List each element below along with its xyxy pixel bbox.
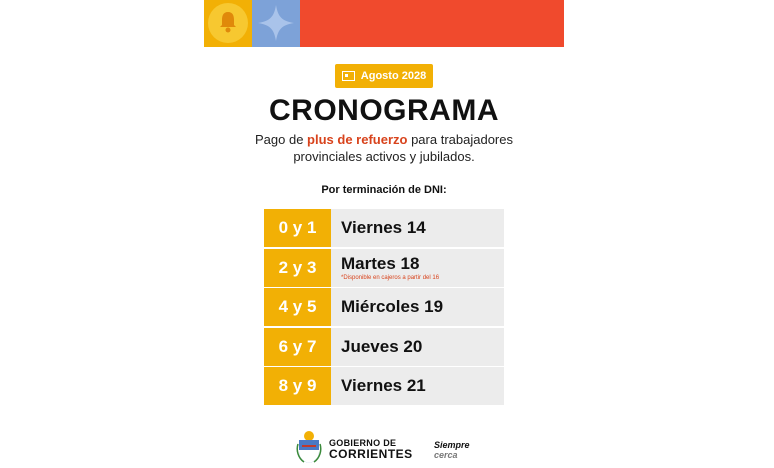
schedule-card: Agosto 2028 CRONOGRAMA Pago de plus de r…	[204, 0, 564, 468]
motto-line2: cerca	[434, 450, 458, 460]
header-banner	[204, 0, 564, 47]
schedule-row: 2 y 3 Martes 18 *Disponible en cajeros a…	[264, 248, 504, 287]
payment-day-cell: Miércoles 19	[331, 288, 504, 326]
payment-day: Martes 18	[341, 254, 420, 273]
payment-day: Jueves 20	[341, 336, 423, 356]
payment-day-cell: Viernes 21	[331, 367, 504, 405]
schedule-row: 4 y 5 Miércoles 19	[264, 288, 504, 326]
schedule-row: 8 y 9 Viernes 21	[264, 367, 504, 405]
banner-yellow-block	[204, 0, 252, 47]
availability-note: *Disponible en cajeros a partir del 16	[341, 275, 440, 281]
payment-day-cell: Viernes 14	[331, 209, 504, 247]
coat-of-arms-icon	[296, 431, 322, 463]
bell-icon	[220, 12, 236, 33]
dni-digits: 0 y 1	[264, 209, 331, 247]
star-icon	[258, 5, 294, 41]
dni-digits: 6 y 7	[264, 327, 331, 366]
gov-line1: GOBIERNO DE	[329, 438, 397, 448]
motto-line1: Siempre	[434, 440, 470, 450]
schedule-row: 0 y 1 Viernes 14	[264, 209, 504, 247]
subtitle: Pago de plus de refuerzo para trabajador…	[204, 131, 564, 165]
payment-day: Miércoles 19	[341, 297, 444, 316]
payment-day: Viernes 14	[341, 218, 426, 237]
subtitle-line2: provinciales activos y jubilados.	[293, 149, 475, 164]
schedule-table: 0 y 1 Viernes 14 2 y 3 Martes 18 *Dispon…	[264, 209, 504, 407]
subtitle-highlight: plus de refuerzo	[307, 132, 408, 147]
page-title: CRONOGRAMA	[269, 94, 499, 127]
dni-digits: 2 y 3	[264, 248, 331, 287]
payment-day-cell: Jueves 20	[331, 327, 504, 366]
calendar-icon	[341, 71, 355, 81]
gov-line2: CORRIENTES	[329, 447, 413, 461]
footer: GOBIERNO DE CORRIENTES Siempre cerca	[296, 428, 486, 466]
month-badge: Agosto 2028	[335, 64, 433, 88]
payment-day-cell: Martes 18 *Disponible en cajeros a parti…	[331, 248, 504, 287]
motto: Siempre cerca	[434, 440, 470, 460]
dni-digits: 4 y 5	[264, 288, 331, 326]
dni-digits: 8 y 9	[264, 367, 331, 405]
month-label: Agosto 2028	[360, 70, 427, 82]
subtitle-before: Pago de	[255, 132, 308, 147]
dni-label: Por terminación de DNI:	[321, 184, 447, 196]
banner-blue-block	[252, 0, 300, 47]
subtitle-after: para trabajadores	[407, 132, 513, 147]
payment-day: Viernes 21	[341, 376, 426, 395]
gov-wordmark: GOBIERNO DE CORRIENTES	[329, 438, 413, 461]
schedule-row: 6 y 7 Jueves 20	[264, 327, 504, 366]
